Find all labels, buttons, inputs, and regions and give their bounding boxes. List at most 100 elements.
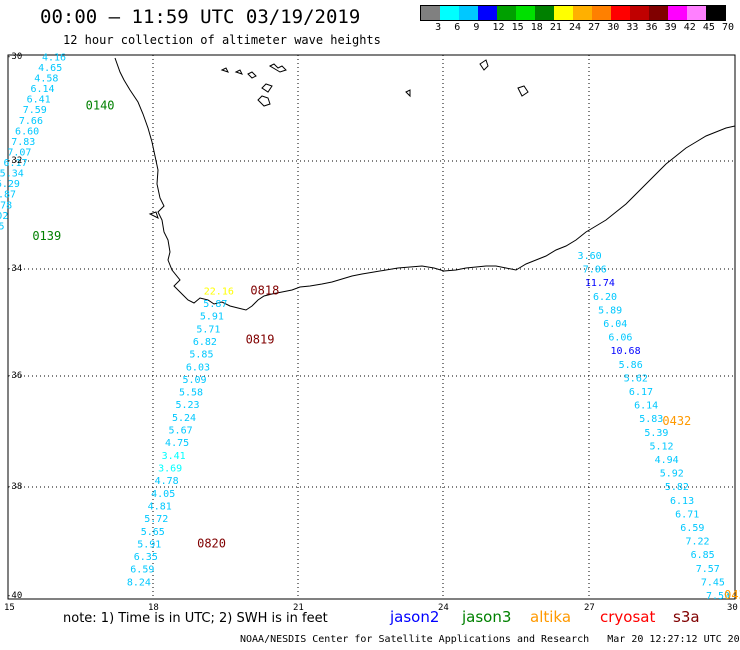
legend-swatch (630, 6, 649, 20)
legend-label: 3 (435, 22, 442, 33)
legend-label: 21 (549, 22, 562, 33)
wave-height-value: 6.14 (634, 401, 658, 412)
wave-height-value: 5.72 (144, 514, 168, 525)
legend-label: 36 (645, 22, 658, 33)
wave-height-value: 4.78 (155, 476, 179, 487)
wave-height-value: 6.17 (629, 387, 653, 398)
x-tick-24: 24 (438, 603, 449, 613)
wave-height-value: 5.83 (639, 414, 663, 425)
wave-height-value: 6.29 (0, 179, 20, 190)
pass-time-label: 0139 (32, 229, 61, 243)
legend-swatch (554, 6, 573, 20)
wave-height-value: 5.65 (141, 527, 165, 538)
wave-height-value: 6.20 (593, 292, 617, 303)
y-tick-32: -32 (6, 156, 23, 166)
wave-height-value: 4.75 (165, 438, 189, 449)
wave-height-value: 3.41 (162, 451, 186, 462)
wave-height-value: 6.13 (670, 496, 694, 507)
y-tick-38: -38 (6, 482, 23, 492)
x-tick-18: 18 (148, 603, 159, 613)
units-note: note: 1) Time is in UTC; 2) SWH is in fe… (63, 611, 328, 626)
legend-swatch (668, 6, 687, 20)
sat-jason2: jason2 (390, 608, 440, 626)
wave-height-value: 6.03 (186, 362, 210, 373)
sat-cryosat: cryosat (600, 608, 656, 626)
pass-time-label: 043 (724, 588, 740, 602)
map-frame (7, 54, 736, 600)
legend-label: 45 (702, 22, 715, 33)
legend-label: 39 (664, 22, 677, 33)
wave-height-value: 7.57 (696, 564, 720, 575)
legend-label: 30 (607, 22, 620, 33)
pass-time-label: 0818 (250, 283, 279, 297)
wave-height-value: 7.45 (701, 577, 725, 588)
wave-height-value: 5.91 (137, 539, 161, 550)
wave-height-value: 4.05 (151, 489, 175, 500)
legend-swatch (649, 6, 668, 20)
wave-height-value: 7.66 (19, 116, 43, 127)
legend-swatch (706, 6, 725, 20)
page-title: 00:00 – 11:59 UTC 03/19/2019 (40, 6, 361, 28)
wave-height-value: 8.24 (127, 577, 151, 588)
legend-label: 12 (492, 22, 505, 33)
islands (148, 59, 529, 219)
wave-height-value: 7.59 (23, 105, 47, 116)
wave-height-value: 6.17 (4, 158, 28, 169)
page-subtitle: 12 hour collection of altimeter wave hei… (63, 33, 381, 47)
legend-swatch (573, 6, 592, 20)
legend-swatch (459, 6, 478, 20)
legend-label: 18 (530, 22, 543, 33)
y-tick-36: -36 (6, 371, 23, 381)
wave-height-value: 4.94 (655, 455, 679, 466)
altimeter-tracks: 4.164.654.586.146.417.597.666.607.837.07… (0, 52, 740, 602)
wave-height-value: 7.59 (706, 591, 730, 602)
wave-height-value: 6.60 (15, 126, 39, 137)
footer-credit: NOAA/NESDIS Center for Satellite Applica… (240, 634, 740, 645)
wave-height-value: 5.12 (649, 441, 673, 452)
sat-s3a: s3a (673, 608, 700, 626)
wave-height-value: 5.34 (0, 169, 24, 180)
wave-height-value: 6.71 (675, 509, 699, 520)
wave-height-value: 4.97 (0, 232, 1, 243)
legend-label: 24 (569, 22, 582, 33)
x-tick-15: 15 (4, 603, 15, 613)
legend-swatch (687, 6, 706, 20)
legend-swatch (421, 6, 440, 20)
legend-label: 6 (454, 22, 461, 33)
wave-height-value: 5.62 (624, 373, 648, 384)
wave-height-value: 4.16 (42, 52, 66, 63)
sat-altika: altika (530, 608, 572, 626)
legend-swatch (516, 6, 535, 20)
wave-height-value: 6.14 (30, 84, 54, 95)
wave-height-value: 6.04 (603, 319, 627, 330)
wave-height-value: 5.87 (0, 190, 16, 201)
wave-height-value: 5.71 (196, 324, 220, 335)
wave-height-value: 5.91 (200, 312, 224, 323)
y-tick-34: -34 (6, 264, 23, 274)
wave-height-value: 6.02 (0, 211, 8, 222)
legend-label: 27 (588, 22, 601, 33)
wave-height-value: 5.85 (189, 350, 213, 361)
wave-height-value: 6.78 (0, 200, 12, 211)
wave-height-value: 6.41 (27, 95, 51, 106)
wave-height-value: 11.74 (585, 278, 615, 289)
wave-height-value: 7.22 (685, 537, 709, 548)
legend-swatch (592, 6, 611, 20)
wave-height-value: 4.58 (34, 74, 58, 85)
pass-time-label: 0432 (662, 414, 691, 428)
wave-height-value: 6.82 (193, 337, 217, 348)
legend-swatch (611, 6, 630, 20)
legend-swatch (478, 6, 497, 20)
wave-height-value: 3.69 (158, 464, 182, 475)
sat-jason3: jason3 (462, 608, 512, 626)
wave-height-value: 5.86 (619, 360, 643, 371)
legend-label: 70 (ft) (722, 22, 735, 33)
legend-swatch (497, 6, 516, 20)
wave-height-value: 22.16 (204, 286, 234, 297)
legend-swatch (535, 6, 554, 20)
legend-label: 9 (473, 22, 480, 33)
wave-height-value: 6.25 (0, 221, 5, 232)
wave-height-value: 5.24 (172, 413, 196, 424)
pass-time-label: 0140 (86, 98, 115, 112)
legend-label: 15 (511, 22, 524, 33)
